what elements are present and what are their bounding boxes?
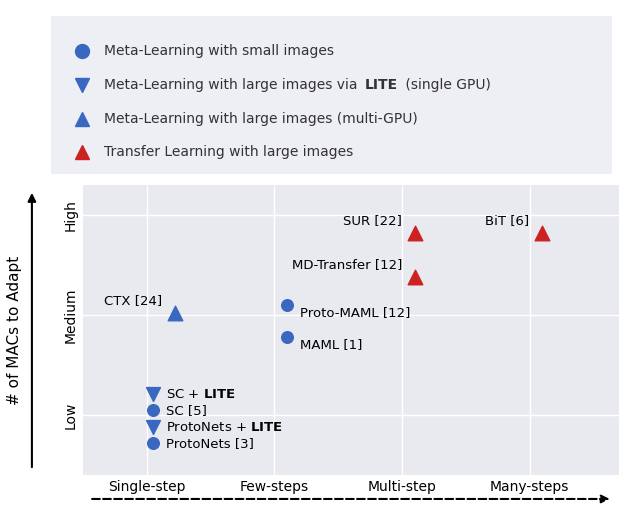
Text: ProtoNets [3]: ProtoNets [3] — [166, 437, 254, 450]
Point — [282, 333, 292, 341]
Text: (single GPU): (single GPU) — [401, 78, 491, 92]
Point — [282, 301, 292, 309]
Text: Meta-Learning with small images: Meta-Learning with small images — [105, 44, 334, 59]
Point — [170, 309, 180, 317]
Text: SC + $\mathbf{LITE}$: SC + $\mathbf{LITE}$ — [166, 388, 235, 401]
Point — [537, 229, 547, 237]
Text: Transfer Learning with large images: Transfer Learning with large images — [105, 145, 353, 159]
Y-axis label: # of MACs to Adapt: # of MACs to Adapt — [8, 256, 22, 404]
Text: Meta-Learning with large images via: Meta-Learning with large images via — [105, 78, 362, 92]
Text: MD-Transfer [12]: MD-Transfer [12] — [292, 258, 402, 271]
Text: SC [5]: SC [5] — [166, 403, 207, 417]
Text: Meta-Learning with large images (multi-GPU): Meta-Learning with large images (multi-G… — [105, 112, 418, 126]
Text: ProtoNets + $\mathbf{LITE}$: ProtoNets + $\mathbf{LITE}$ — [166, 421, 283, 433]
Text: Proto-MAML [12]: Proto-MAML [12] — [300, 306, 410, 319]
Point — [148, 439, 158, 447]
FancyBboxPatch shape — [43, 10, 621, 180]
Text: BiT [6]: BiT [6] — [486, 214, 530, 228]
Text: SUR [22]: SUR [22] — [343, 214, 402, 228]
Point — [148, 423, 158, 431]
Point — [410, 229, 420, 237]
Text: MAML [1]: MAML [1] — [300, 338, 362, 352]
Text: CTX [24]: CTX [24] — [104, 295, 162, 307]
Text: LITE: LITE — [365, 78, 398, 92]
Point — [148, 390, 158, 398]
Point — [410, 272, 420, 281]
Point — [148, 406, 158, 414]
